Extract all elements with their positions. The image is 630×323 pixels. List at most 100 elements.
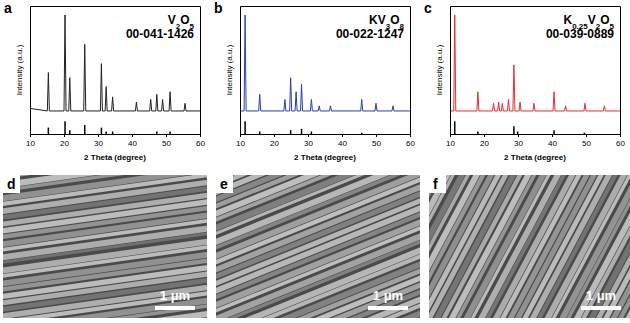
- x-tick: 40: [548, 134, 557, 148]
- nanowire: [617, 175, 630, 318]
- x-tick-mark: [552, 134, 553, 137]
- panel-letter: e: [220, 176, 228, 192]
- x-tick: 30: [514, 134, 523, 148]
- x-axis-title: 2 Theta (degree): [294, 153, 356, 162]
- plot-area: [240, 15, 410, 134]
- nanowire: [525, 175, 630, 318]
- reference-stick: [105, 131, 107, 134]
- letter-patch: [429, 175, 446, 193]
- y-axis-line: [450, 7, 451, 135]
- x-tick-label: 10: [446, 139, 455, 148]
- y-axis-line: [240, 7, 241, 135]
- frame-line: [31, 6, 201, 7]
- x-tick-mark: [274, 134, 275, 137]
- nanowire: [216, 309, 420, 318]
- x-axis: 102030405060: [236, 134, 415, 148]
- x-axis: 102030405060: [26, 134, 205, 148]
- x-tick: 60: [406, 134, 415, 148]
- x-axis-line: [31, 134, 201, 135]
- nanowire: [216, 279, 420, 318]
- reference-stick: [84, 125, 86, 134]
- scale-bar: [581, 306, 621, 310]
- nanowire: [216, 242, 420, 318]
- nanowire: [520, 175, 630, 318]
- nanowire: [565, 175, 630, 318]
- x-tick-label: 20: [60, 139, 69, 148]
- x-tick-label: 40: [548, 139, 557, 148]
- nanowire: [3, 280, 207, 318]
- reference-stick: [311, 131, 313, 134]
- nanowire: [216, 248, 420, 318]
- plot-area: [30, 15, 200, 134]
- nanowire: [216, 212, 420, 318]
- plot-area: [450, 15, 620, 134]
- frame-line: [451, 6, 621, 7]
- reference-stick: [454, 121, 456, 134]
- nanowire: [491, 175, 630, 318]
- nanowire: [623, 175, 630, 318]
- panel-letter: b: [214, 0, 223, 16]
- reference-stick: [259, 131, 261, 134]
- scale-bar: [155, 306, 195, 310]
- nanowire: [216, 285, 420, 318]
- panel: 1020304050602 Theta (degree)Intensity (a…: [4, 0, 205, 162]
- frame-top: [451, 6, 621, 7]
- x-tick-mark: [166, 134, 167, 137]
- x-tick-mark: [132, 134, 133, 137]
- reference-stick: [553, 130, 555, 134]
- x-axis: 10 20 30 40 50 60: [446, 134, 625, 148]
- nanowire: [216, 254, 420, 318]
- frame-right: [620, 7, 621, 135]
- nanowire: [216, 200, 420, 318]
- x-tick: 10: [26, 134, 35, 148]
- scale-bar: [368, 306, 408, 310]
- nanowire: [537, 175, 630, 318]
- y-axis-title: Intensity (a.u.): [15, 44, 24, 95]
- nanowire: [577, 175, 630, 318]
- pattern-line: [30, 15, 200, 111]
- nanowire: [508, 175, 630, 318]
- reference-stick: [169, 131, 171, 134]
- frame-line: [410, 7, 411, 135]
- frame-line: [620, 7, 621, 135]
- x-tick-mark: [484, 134, 485, 137]
- x-tick: 20: [60, 134, 69, 148]
- x-tick-label: 40: [338, 139, 347, 148]
- pattern-line: [450, 15, 620, 111]
- x-axis-line: [241, 134, 411, 135]
- x-tick-mark: [342, 134, 343, 137]
- nanowire: [571, 175, 630, 318]
- nanowire: [583, 175, 630, 318]
- x-tick-mark: [64, 134, 65, 137]
- x-tick-label: 20: [480, 139, 489, 148]
- reference-stick: [513, 126, 515, 134]
- y-axis-line: [30, 7, 31, 135]
- x-tick-mark: [308, 134, 309, 137]
- nanowire: [3, 306, 207, 318]
- x-tick: 30: [94, 134, 103, 148]
- nanowire: [216, 261, 420, 318]
- x-tick: 40: [338, 134, 347, 148]
- legend-entry: 00-041-1426: [126, 27, 194, 41]
- x-tick: 50: [372, 134, 381, 148]
- nanowire: [560, 175, 630, 318]
- frame-top: [241, 6, 411, 7]
- x-tick-label: 60: [616, 139, 625, 148]
- nanowire: [514, 175, 630, 318]
- x-tick: 40: [128, 134, 137, 148]
- nanowire: [216, 273, 420, 318]
- y-axis-title: Intensity (a.u.): [225, 44, 234, 95]
- panel-letter: f: [433, 176, 438, 192]
- reference-stick: [156, 131, 158, 134]
- x-tick-label: 60: [406, 139, 415, 148]
- x-tick: 50: [582, 134, 591, 148]
- panel: 1020304050602 Theta (degree)Intensity (a…: [214, 0, 415, 162]
- nanowire: [3, 287, 207, 318]
- x-tick-label: 30: [94, 139, 103, 148]
- x-tick-label: 20: [270, 139, 279, 148]
- x-tick-label: 60: [196, 139, 205, 148]
- nanowire: [629, 175, 630, 318]
- reference-stick: [301, 129, 303, 134]
- y-axis: [450, 7, 451, 135]
- reference-stick: [477, 131, 479, 134]
